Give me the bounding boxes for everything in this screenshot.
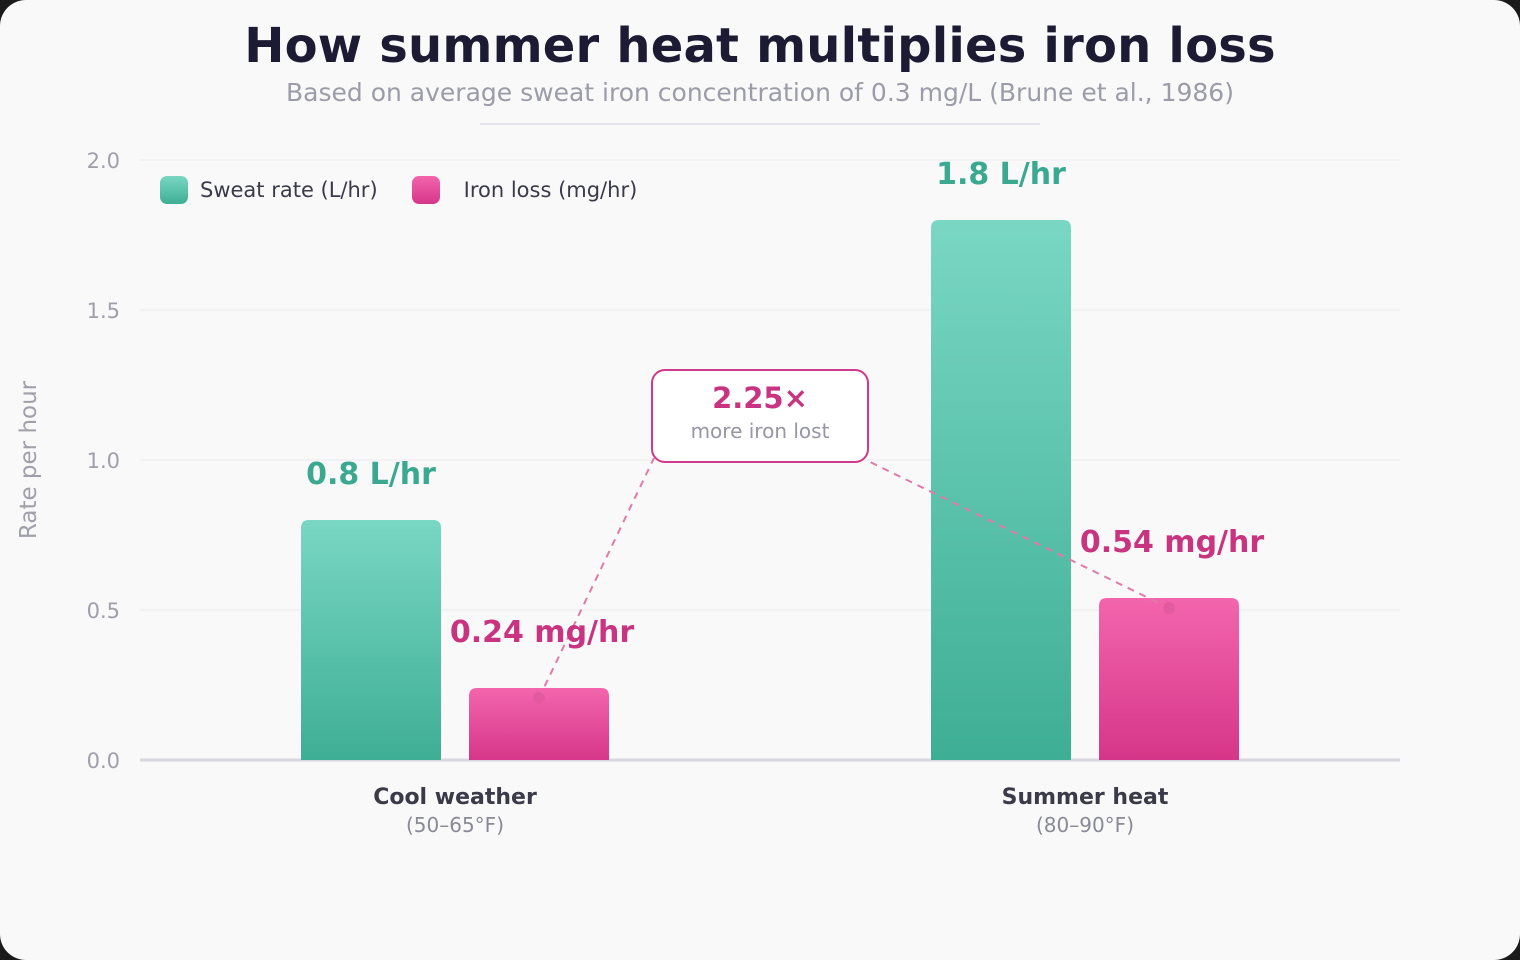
connector-dot-summer [1163, 602, 1175, 614]
bar-sweat-rate-summer [931, 220, 1071, 760]
x-category-label: Cool weather [373, 785, 537, 810]
y-tick-label: 1.0 [87, 449, 120, 473]
chart-legend: Sweat rate (L/hr) Iron loss (mg/hr) [160, 176, 671, 204]
y-tick-label: 2.0 [87, 149, 120, 173]
callout-value: 2.25× [712, 381, 808, 415]
bar-iron-loss-cool [469, 688, 609, 760]
multiplier-callout: 2.25× more iron lost [651, 369, 869, 463]
chart-subtitle: Based on average sweat iron concentratio… [286, 78, 1234, 107]
connector-line-cool [538, 457, 655, 699]
y-tick-label: 1.5 [87, 299, 120, 323]
data-label: 1.8 L/hr [936, 157, 1066, 192]
legend-item-sweat-rate: Sweat rate (L/hr) [160, 176, 378, 204]
x-category-sublabel: (80–90°F) [1036, 813, 1134, 837]
title-divider [480, 123, 1040, 125]
y-tick-label: 0.0 [87, 749, 120, 773]
chart-title: How summer heat multiplies iron loss [244, 18, 1276, 74]
x-category-sublabel: (50–65°F) [406, 813, 504, 837]
legend-label-sweat-rate: Sweat rate (L/hr) [200, 178, 378, 202]
connector-line-summer [865, 459, 1170, 609]
legend-swatch-sweat-rate [160, 176, 188, 204]
x-category-label: Summer heat [1002, 785, 1169, 810]
bar-iron-loss-summer [1099, 598, 1239, 760]
y-tick-label: 0.5 [87, 599, 120, 623]
legend-swatch-iron-loss [411, 176, 440, 204]
legend-label-iron-loss: Iron loss (mg/hr) [463, 178, 638, 202]
connector-dot-cool [533, 692, 545, 704]
callout-text: more iron lost [690, 419, 830, 443]
data-label: 0.54 mg/hr [1080, 525, 1265, 560]
bar-sweat-rate-cool [301, 520, 441, 760]
data-label: 0.24 mg/hr [450, 615, 635, 650]
y-axis-label: Rate per hour [16, 380, 42, 539]
legend-item-iron-loss: Iron loss (mg/hr) [411, 176, 638, 204]
data-label: 0.8 L/hr [306, 457, 436, 492]
